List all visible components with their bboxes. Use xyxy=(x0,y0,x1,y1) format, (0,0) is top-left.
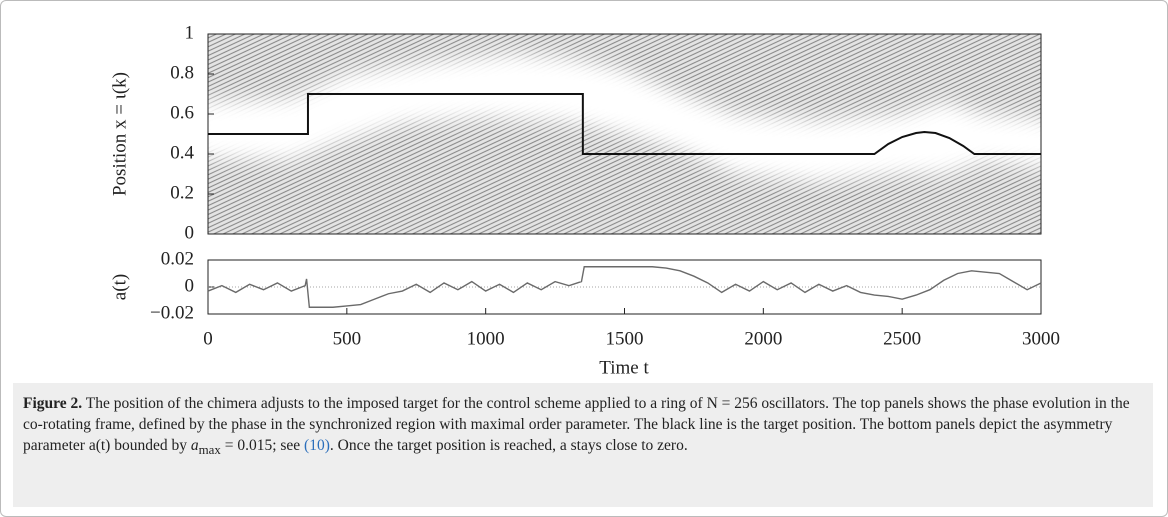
x-tick-label: 1000 xyxy=(467,328,505,349)
x-axis-label: Time t xyxy=(599,357,649,378)
y-tick-label: 0 xyxy=(185,222,195,243)
data-line xyxy=(207,266,1042,308)
caption-subscript: max xyxy=(198,442,221,458)
caption-text: = 0.015; see xyxy=(220,437,305,454)
y-tick-label: 0 xyxy=(185,275,195,296)
y-tick-label: 0.2 xyxy=(170,182,194,203)
caption-label: Figure 2. xyxy=(23,395,83,412)
data-line xyxy=(208,93,1041,155)
y-tick-label: 1 xyxy=(185,22,195,43)
x-tick-label: 2500 xyxy=(883,328,921,349)
y-tick-label: 0.8 xyxy=(170,62,194,83)
caption-math: a xyxy=(190,437,199,454)
equation-ref[interactable]: (10) xyxy=(304,437,330,454)
caption-text: . Once the target position is reached, a… xyxy=(329,437,688,454)
x-tick-label: 0 xyxy=(203,328,213,349)
y-axis-label: Position x = ι(k) xyxy=(109,72,130,196)
y-axis-label: a(t) xyxy=(109,274,130,300)
y-tick-label: 0.02 xyxy=(161,248,194,269)
phase-heatmap xyxy=(208,34,1041,234)
y-tick-label: 0.6 xyxy=(170,102,194,123)
figure: Position x = ι(k) a(t) Time t 0 0.2 0.4 0.6… xyxy=(109,22,1060,378)
x-tick-label: 1500 xyxy=(606,328,644,349)
y-tick-label: 0.4 xyxy=(170,142,194,163)
y-tick-label: −0.02 xyxy=(150,302,194,323)
caption-text: The position of the chimera adjusts to t… xyxy=(23,395,1130,454)
x-tick-label: 500 xyxy=(333,328,362,349)
x-tick-label: 3000 xyxy=(1022,328,1060,349)
figure-caption: Figure 2. The position of the chimera ad… xyxy=(13,383,1153,507)
x-tick-label: 2000 xyxy=(744,328,782,349)
